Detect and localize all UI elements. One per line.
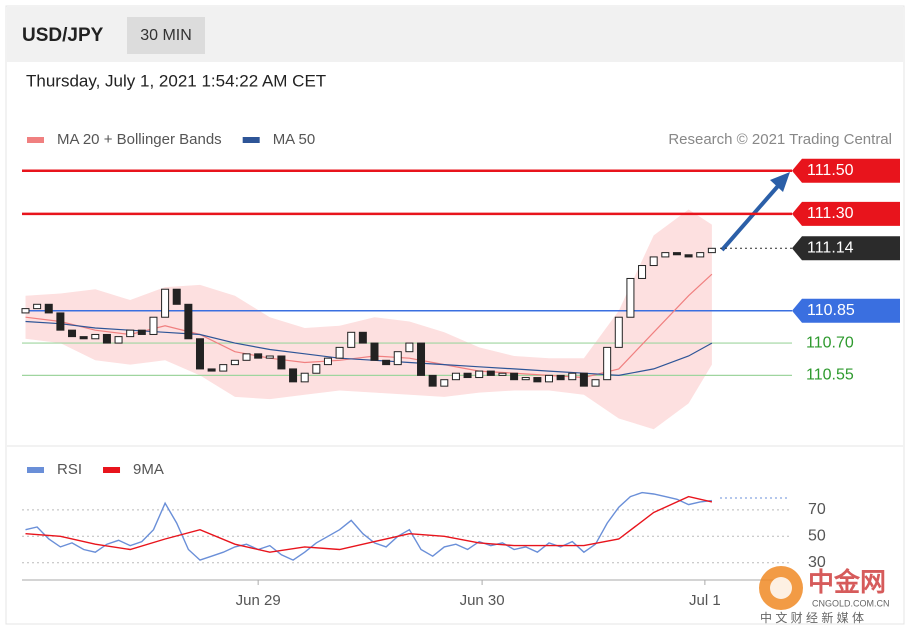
legend-label: MA 50 bbox=[273, 131, 316, 148]
candle bbox=[405, 342, 414, 353]
y-tick-label: 50 bbox=[808, 528, 826, 545]
level-tag bbox=[792, 298, 900, 323]
candle bbox=[300, 372, 309, 383]
y-tick-label: 30 bbox=[808, 554, 826, 571]
level-label: 110.55 bbox=[806, 367, 854, 384]
x-tick-label: Jul 1 bbox=[689, 592, 721, 609]
legend-swatch bbox=[27, 467, 44, 473]
candle bbox=[393, 351, 402, 366]
candle bbox=[579, 372, 588, 387]
candle bbox=[219, 364, 228, 372]
candle bbox=[707, 247, 716, 254]
candle bbox=[428, 374, 437, 387]
candle bbox=[568, 372, 577, 381]
candle bbox=[312, 364, 321, 374]
candle bbox=[137, 329, 146, 335]
level-tag bbox=[792, 236, 900, 261]
candle bbox=[184, 303, 193, 340]
candle bbox=[533, 377, 542, 383]
candle bbox=[370, 342, 379, 361]
candle bbox=[544, 374, 553, 383]
candle bbox=[649, 256, 658, 267]
candle bbox=[21, 308, 30, 314]
watermark-brand: 中金网 bbox=[808, 567, 886, 597]
x-tick-label: Jun 30 bbox=[460, 592, 505, 609]
candle bbox=[451, 372, 460, 381]
candle bbox=[696, 252, 705, 258]
candle bbox=[591, 379, 600, 387]
candle bbox=[335, 346, 344, 359]
y-tick-label: 70 bbox=[808, 501, 826, 518]
level-label: 110.70 bbox=[806, 334, 854, 351]
legend-label: MA 20 + Bollinger Bands bbox=[57, 131, 222, 148]
candle bbox=[661, 252, 670, 258]
legend-label: 9MA bbox=[133, 461, 164, 478]
arrow-head bbox=[770, 172, 790, 192]
candle bbox=[684, 254, 693, 258]
candle bbox=[556, 374, 565, 381]
candle bbox=[358, 331, 367, 344]
candle bbox=[265, 355, 274, 359]
symbol: USD/JPY bbox=[22, 25, 104, 46]
candle bbox=[382, 359, 391, 366]
candle bbox=[323, 357, 332, 366]
candle bbox=[68, 329, 77, 338]
candle bbox=[33, 303, 42, 310]
candle bbox=[638, 265, 647, 279]
candle bbox=[149, 316, 158, 335]
attribution: Research © 2021 Trading Central bbox=[668, 131, 892, 148]
series-line bbox=[25, 491, 712, 561]
candle bbox=[79, 336, 88, 340]
candle bbox=[161, 288, 170, 318]
candle bbox=[626, 277, 635, 318]
candle bbox=[242, 353, 251, 361]
candle bbox=[195, 338, 204, 370]
level-tag bbox=[792, 201, 900, 226]
candle bbox=[114, 336, 123, 344]
legend-swatch bbox=[27, 137, 44, 143]
x-tick-label: Jun 29 bbox=[236, 592, 281, 609]
candle bbox=[521, 377, 530, 381]
candle bbox=[672, 252, 681, 256]
candle bbox=[440, 379, 449, 387]
candle bbox=[475, 370, 484, 379]
candle bbox=[347, 331, 356, 348]
candle bbox=[172, 288, 181, 305]
logo-inner bbox=[770, 577, 792, 599]
target-arrow bbox=[720, 184, 780, 252]
timeframe-button[interactable] bbox=[127, 17, 205, 54]
candle bbox=[417, 342, 426, 376]
legend-swatch bbox=[103, 467, 121, 473]
candle bbox=[207, 368, 216, 372]
series-line bbox=[25, 495, 713, 553]
candle bbox=[102, 333, 111, 344]
level-label: 111.50 bbox=[807, 162, 854, 179]
candle bbox=[289, 368, 298, 383]
candle bbox=[254, 353, 263, 359]
datetime: Thursday, July 1, 2021 1:54:22 AM CET bbox=[26, 71, 326, 90]
candle bbox=[277, 355, 286, 370]
level-label: 110.85 bbox=[807, 302, 855, 319]
candle bbox=[230, 359, 239, 366]
candle bbox=[91, 333, 100, 340]
level-label: 111.30 bbox=[807, 205, 854, 222]
timeframe[interactable]: 30 MIN bbox=[140, 27, 192, 44]
legend-label: RSI bbox=[57, 461, 82, 478]
candle bbox=[486, 370, 495, 376]
candle bbox=[603, 346, 612, 381]
candle bbox=[614, 316, 623, 348]
candle bbox=[44, 303, 53, 314]
watermark-domain: CNGOLD.COM.CN bbox=[812, 598, 890, 608]
legend-swatch bbox=[242, 137, 260, 143]
level-tag bbox=[792, 158, 900, 183]
candle bbox=[498, 372, 507, 376]
candle bbox=[56, 312, 65, 331]
candle bbox=[463, 372, 472, 379]
watermark-tagline: 中 文 财 经 新 媒 体 bbox=[760, 610, 864, 625]
level-label: 111.14 bbox=[807, 240, 854, 257]
candle bbox=[126, 329, 135, 338]
candle bbox=[510, 372, 519, 381]
